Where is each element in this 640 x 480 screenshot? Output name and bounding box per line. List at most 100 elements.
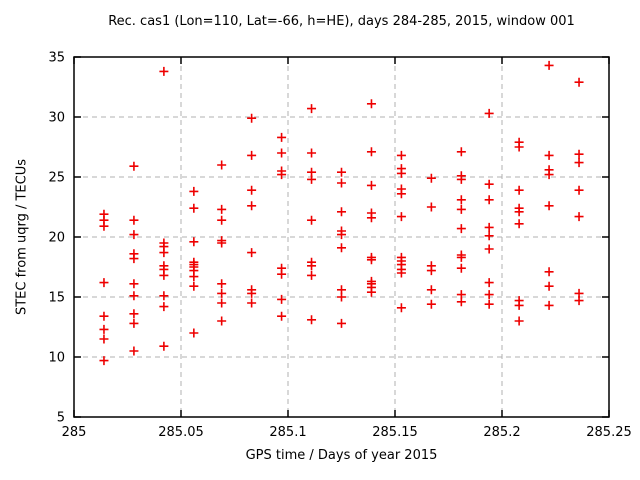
data-point-marker bbox=[99, 334, 109, 344]
data-point-marker bbox=[189, 237, 199, 247]
data-point-marker bbox=[484, 244, 494, 254]
data-point-marker bbox=[129, 230, 139, 240]
x-tick-label: 285.15 bbox=[372, 425, 418, 440]
data-point-marker bbox=[514, 185, 524, 195]
data-point-marker bbox=[366, 213, 376, 223]
data-point-marker bbox=[456, 224, 466, 234]
data-point-marker bbox=[426, 202, 436, 212]
data-point-marker bbox=[544, 170, 554, 180]
data-point-marker bbox=[456, 204, 466, 214]
y-tick-label: 30 bbox=[48, 111, 65, 126]
data-point-marker bbox=[307, 270, 317, 280]
data-point-marker bbox=[426, 285, 436, 295]
data-point-marker bbox=[277, 311, 287, 321]
data-point-marker bbox=[484, 108, 494, 118]
data-point-marker bbox=[217, 316, 227, 326]
data-point-marker bbox=[277, 170, 287, 180]
data-point-marker bbox=[366, 287, 376, 297]
x-tick-label: 285.1 bbox=[269, 425, 306, 440]
data-point-marker bbox=[307, 315, 317, 325]
data-point-marker bbox=[456, 252, 466, 262]
data-point-marker bbox=[277, 148, 287, 158]
data-point-marker bbox=[456, 297, 466, 307]
data-point-marker bbox=[484, 179, 494, 189]
data-point-marker bbox=[484, 290, 494, 300]
data-point-marker bbox=[129, 309, 139, 319]
data-point-marker bbox=[366, 255, 376, 265]
data-point-marker bbox=[307, 104, 317, 114]
data-point-marker bbox=[337, 167, 346, 177]
data-point-marker bbox=[189, 281, 199, 291]
data-point-marker bbox=[307, 148, 317, 158]
data-point-marker bbox=[456, 147, 466, 157]
data-point-marker bbox=[247, 298, 257, 308]
plot-border bbox=[73, 56, 610, 418]
data-point-marker bbox=[396, 268, 406, 278]
data-point-marker bbox=[514, 142, 524, 152]
data-point-marker bbox=[544, 300, 554, 310]
data-point-marker bbox=[544, 267, 554, 277]
data-point-marker bbox=[366, 99, 376, 109]
data-point-marker bbox=[159, 270, 169, 280]
data-point-marker bbox=[426, 299, 436, 309]
data-point-marker bbox=[277, 269, 287, 279]
data-point-marker bbox=[514, 207, 524, 217]
data-point-marker bbox=[337, 292, 346, 302]
data-point-marker bbox=[484, 278, 494, 288]
data-point-marker bbox=[456, 174, 466, 184]
data-point-marker bbox=[514, 300, 524, 310]
data-point-marker bbox=[456, 195, 466, 205]
data-point-marker bbox=[217, 215, 227, 225]
data-point-marker bbox=[159, 291, 169, 301]
data-point-marker bbox=[484, 299, 494, 309]
data-point-marker bbox=[247, 201, 257, 211]
data-point-marker bbox=[217, 298, 227, 308]
x-tick-label: 285 bbox=[62, 425, 87, 440]
data-point-marker bbox=[426, 173, 436, 183]
data-point-marker bbox=[574, 77, 584, 87]
data-point-marker bbox=[217, 279, 227, 289]
data-point-marker bbox=[484, 195, 494, 205]
data-point-marker bbox=[217, 160, 227, 170]
data-point-marker bbox=[574, 185, 584, 195]
data-point-marker bbox=[574, 149, 584, 159]
data-point-marker bbox=[514, 316, 524, 326]
data-point-marker bbox=[366, 147, 376, 157]
x-tick-label: 285.2 bbox=[483, 425, 520, 440]
y-tick-label: 5 bbox=[57, 411, 65, 426]
data-point-marker bbox=[366, 180, 376, 190]
data-point-marker bbox=[129, 291, 139, 301]
x-tick-label: 285.25 bbox=[586, 425, 632, 440]
data-point-marker bbox=[217, 204, 227, 214]
data-point-marker bbox=[129, 215, 139, 225]
data-point-marker bbox=[99, 221, 109, 231]
data-point-marker bbox=[217, 238, 227, 248]
y-tick-label: 20 bbox=[48, 231, 65, 246]
data-point-marker bbox=[129, 254, 139, 264]
y-tick-labels: 5 10 15 20 25 30 35 bbox=[48, 51, 65, 426]
data-point-marker bbox=[159, 341, 169, 351]
data-point-marker bbox=[426, 266, 436, 276]
data-point-marker bbox=[247, 185, 257, 195]
data-point-marker bbox=[189, 186, 199, 196]
data-point-marker bbox=[456, 263, 466, 273]
data-point-marker bbox=[189, 203, 199, 213]
data-point-marker bbox=[396, 303, 406, 313]
data-point-marker bbox=[574, 296, 584, 306]
data-point-marker bbox=[337, 318, 346, 328]
data-point-marker bbox=[99, 311, 109, 321]
data-point-marker bbox=[129, 346, 139, 356]
data-point-marker bbox=[396, 150, 406, 160]
data-point-marker bbox=[396, 212, 406, 222]
data-point-marker bbox=[277, 294, 287, 304]
data-point-marker bbox=[189, 328, 199, 338]
data-point-marker bbox=[247, 150, 257, 160]
data-point-marker bbox=[337, 243, 346, 253]
x-tick-label: 285.05 bbox=[158, 425, 204, 440]
data-point-marker bbox=[99, 278, 109, 288]
y-tick-label: 35 bbox=[48, 51, 65, 66]
data-point-marker bbox=[544, 150, 554, 160]
data-point-marker bbox=[159, 248, 169, 258]
